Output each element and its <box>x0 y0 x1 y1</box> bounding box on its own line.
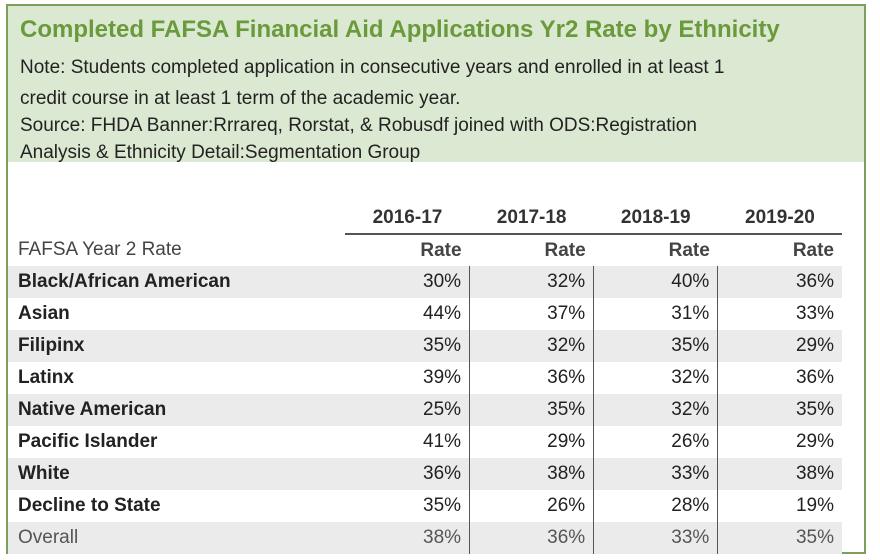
rate-cell: 38% <box>717 458 842 490</box>
table-row: Black/African American 30% 32% 40% 36% <box>8 266 842 298</box>
rate-cell: 36% <box>795 367 834 388</box>
rate-cell: 36% <box>469 362 595 394</box>
row-header-label: FAFSA Year 2 Rate <box>18 239 182 260</box>
rate-cell: 41% <box>345 426 471 458</box>
table-row: Asian 44% 37% 31% 33% <box>8 298 842 330</box>
rate-cell: 35% <box>469 394 595 426</box>
rate-cell: 36% <box>345 458 471 490</box>
report-frame: Completed FAFSA Financial Aid Applicatio… <box>6 4 866 554</box>
rate-subheader-row: FAFSA Year 2 Rate Rate Rate Rate Rate <box>8 234 842 266</box>
row-label: Native American <box>8 394 346 426</box>
rate-cell: 35% <box>345 330 471 362</box>
row-label: Filipinx <box>8 330 346 362</box>
rate-cell: 25% <box>345 394 471 426</box>
year-header-2019-20: 2019-20 <box>717 202 842 235</box>
rate-cell: 38% <box>469 458 595 490</box>
note-line-2: credit course in at least 1 term of the … <box>20 88 461 109</box>
rate-cell: 32% <box>469 266 595 298</box>
overall-cell: 38% <box>345 522 471 554</box>
rate-cell: 32% <box>593 362 719 394</box>
year-header-2016-17: 2016-17 <box>345 202 470 235</box>
rate-cell: 30% <box>345 266 471 298</box>
rate-cell: 29% <box>717 330 842 362</box>
rate-cell: 37% <box>469 298 595 330</box>
table-row: White 36% 38% 33% 38% <box>8 458 842 490</box>
rate-cell: 32% <box>593 394 719 426</box>
rate-subheader: Rate <box>544 239 586 261</box>
note-line-1: Note: Students completed application in … <box>20 57 725 78</box>
overall-row: Overall 38% 36% 33% 35% <box>8 522 842 554</box>
overall-label: Overall <box>8 522 346 554</box>
rate-cell: 35% <box>717 394 842 426</box>
table-row: Decline to State 35% 26% 28% 19% <box>8 490 842 522</box>
source-line-2: Analysis & Ethnicity Detail:Segmentation… <box>20 142 421 163</box>
overall-cell: 36% <box>469 522 595 554</box>
rate-cell: 44% <box>345 298 471 330</box>
rate-cell: 29% <box>469 426 595 458</box>
row-label: Asian <box>18 303 70 324</box>
overall-cell: 35% <box>717 522 842 554</box>
row-label: Decline to State <box>18 495 161 516</box>
rate-table: 2016-17 2017-18 2018-19 2019-20 FAFSA Ye… <box>8 202 842 554</box>
report-header: Completed FAFSA Financial Aid Applicatio… <box>8 6 864 163</box>
rate-cell: 40% <box>593 266 719 298</box>
row-label: Latinx <box>18 367 74 388</box>
rate-subheader: Rate <box>668 239 710 261</box>
year-header-2018-19: 2018-19 <box>593 202 718 235</box>
row-label: White <box>8 458 346 490</box>
overall-cell: 33% <box>593 522 719 554</box>
rate-cell: 28% <box>593 490 719 522</box>
row-label: Black/African American <box>8 266 346 298</box>
table-row: Native American 25% 35% 32% 35% <box>8 394 842 426</box>
year-header-2017-18: 2017-18 <box>469 202 594 235</box>
table-row: Filipinx 35% 32% 35% 29% <box>8 330 842 362</box>
rate-cell: 35% <box>345 490 471 522</box>
source-line-1: Source: FHDA Banner:Rrrareq, Rorstat, & … <box>20 115 697 136</box>
table-row: Pacific Islander 41% 29% 26% 29% <box>8 426 842 458</box>
rate-cell: 32% <box>469 330 595 362</box>
table-row: Latinx 39% 36% 32% 36% <box>8 362 842 394</box>
rate-cell: 26% <box>469 490 595 522</box>
report-title: Completed FAFSA Financial Aid Applicatio… <box>20 16 780 43</box>
rate-cell: 19% <box>795 495 834 516</box>
rate-subheader: Rate <box>792 239 834 261</box>
rate-cell: 39% <box>345 362 471 394</box>
rate-cell: 36% <box>717 266 842 298</box>
rate-subheader: Rate <box>420 239 462 261</box>
rate-cell: 26% <box>593 426 719 458</box>
rate-cell: 33% <box>795 303 834 324</box>
rate-cell: 35% <box>593 330 719 362</box>
rate-cell: 29% <box>795 431 834 452</box>
rate-cell: 33% <box>593 458 719 490</box>
year-header-row: 2016-17 2017-18 2018-19 2019-20 <box>8 202 842 235</box>
year-header-blank <box>8 202 345 234</box>
row-label: Pacific Islander <box>18 431 158 452</box>
rate-cell: 31% <box>593 298 719 330</box>
